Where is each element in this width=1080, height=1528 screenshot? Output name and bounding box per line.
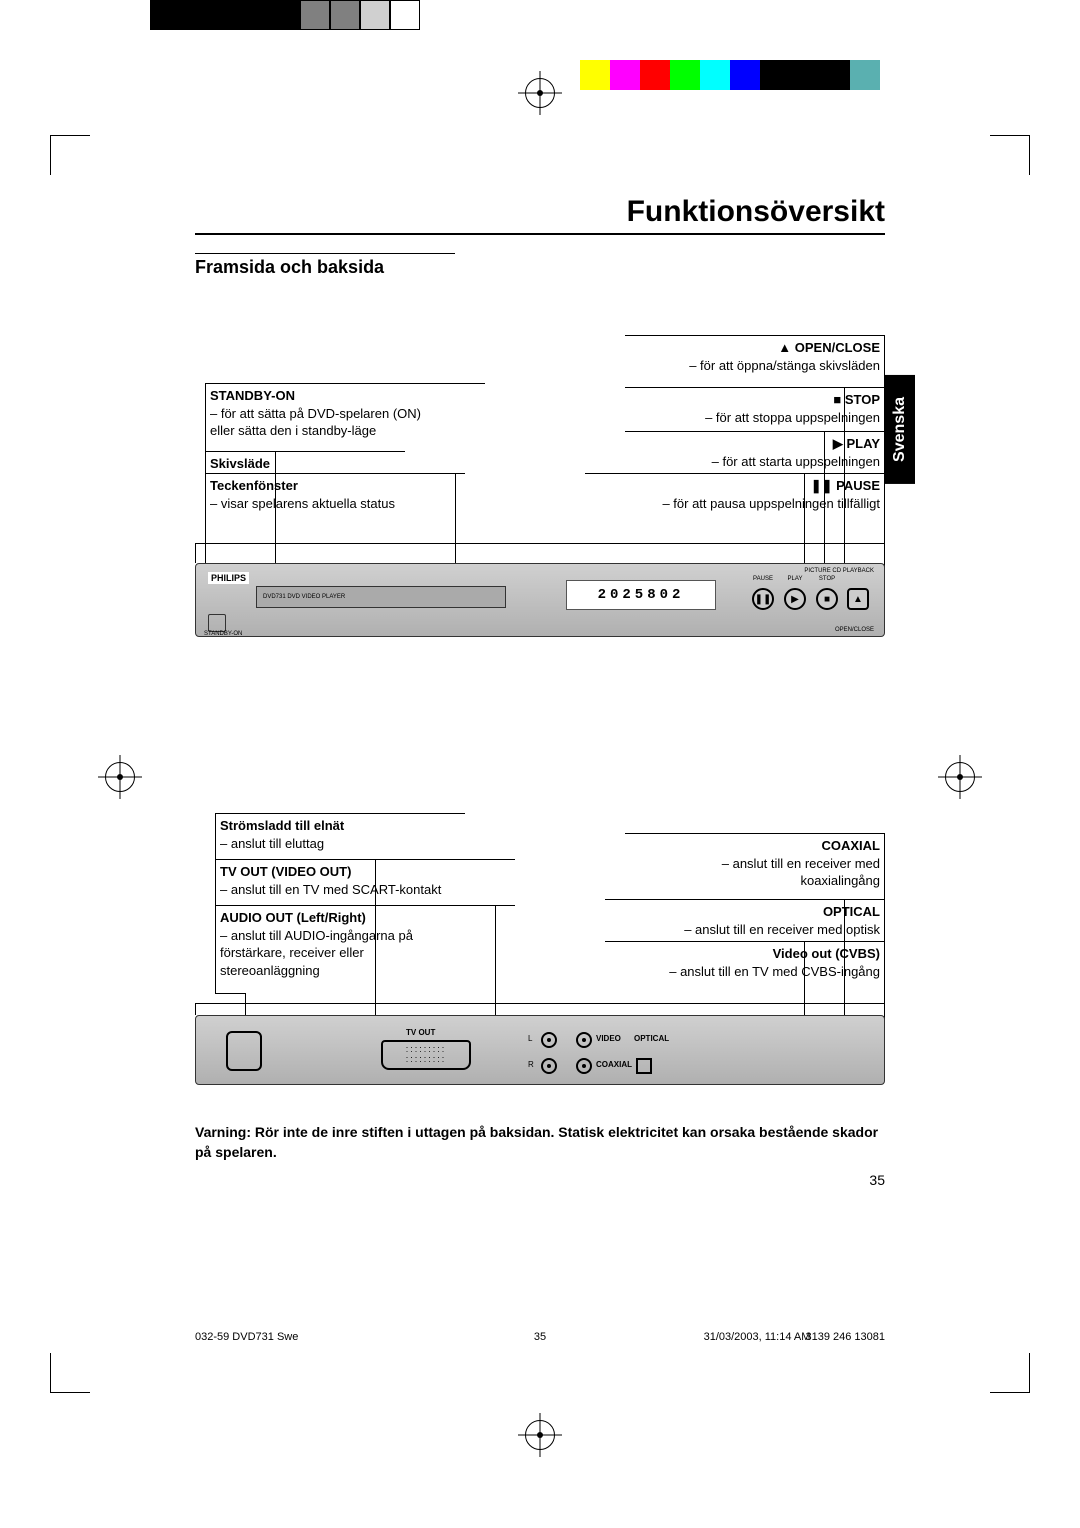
audio-l-jack [541, 1032, 557, 1048]
standby-label: STANDBY-ON [204, 631, 242, 637]
power-title: Strömsladd till elnät [220, 817, 465, 835]
tvout-desc: – anslut till en TV med SCART-kontakt [220, 881, 515, 899]
crop-mark [990, 135, 1030, 175]
footer-left: 032-59 DVD731 Swe [195, 1331, 298, 1343]
stop-title: ■ STOP [625, 391, 880, 409]
tvout-label: TV OUT [406, 1028, 435, 1037]
cvbs-d1: – anslut till en TV med CVBS-ingång [605, 963, 880, 981]
power-desc: – anslut till eluttag [220, 835, 465, 853]
pcb-label: PICTURE CD PLAYBACK [804, 568, 874, 574]
cvbs-title: Video out (CVBS) [605, 945, 880, 963]
standby-on-desc2: eller sätta den i standby-läge [210, 422, 485, 440]
video-jack [576, 1032, 592, 1048]
pause-desc: – för att pausa uppspelningen tillfällig… [585, 495, 880, 513]
section-title: Framsida och baksida [195, 253, 455, 278]
print-swatches-left [150, 0, 420, 30]
footer-mid: 35 [534, 1331, 546, 1343]
openclose-title: ▲ OPEN/CLOSE [625, 339, 880, 357]
tray-title: Skivsläde [210, 455, 405, 473]
footer-code: 3139 246 13081 [805, 1331, 885, 1343]
display-title: Teckenfönster [210, 477, 465, 495]
crop-mark [50, 1353, 90, 1393]
crop-mark [50, 135, 90, 175]
standby-on-desc1: – för att sätta på DVD-spelaren (ON) [210, 405, 485, 423]
disc-tray: DVD731 DVD VIDEO PLAYER [256, 586, 506, 608]
coaxial-label: COAXIAL [596, 1060, 632, 1069]
audioout-title: AUDIO OUT (Left/Right) [220, 909, 515, 927]
optical-d1: – anslut till en receiver med optisk [605, 921, 880, 939]
play-desc: – för att starta uppspelningen [625, 453, 880, 471]
tvout-title: TV OUT (VIDEO OUT) [220, 863, 515, 881]
stop-button[interactable]: ■STOP [816, 588, 838, 610]
audioout-d1: – anslut till AUDIO-ingångarna på [220, 927, 515, 945]
back-diagram: Strömsladd till elnät – anslut till elut… [195, 813, 885, 1093]
registration-mark [525, 78, 555, 108]
device-back-panel: :::::::::::::::::: TV OUT L R VIDEO COAX… [195, 1015, 885, 1085]
openclose-label: OPEN/CLOSE [835, 627, 874, 633]
openclose-desc: – för att öppna/stänga skivsläden [625, 357, 880, 375]
footer-date: 31/03/2003, 11:14 AM [704, 1331, 811, 1343]
crop-mark [990, 1353, 1030, 1393]
display-panel: 2025802 [566, 580, 716, 610]
registration-mark [945, 762, 975, 792]
model-text: DVD731 DVD VIDEO PLAYER [263, 594, 345, 600]
optical-jack [636, 1058, 652, 1074]
audio-r-label: R [528, 1060, 534, 1069]
play-title: ▶ PLAY [625, 435, 880, 453]
registration-mark [525, 1420, 555, 1450]
registration-mark [105, 762, 135, 792]
coaxial-jack [576, 1058, 592, 1074]
page-title: Funktionsöversikt [195, 195, 885, 235]
pause-button[interactable]: ❚❚PAUSE [752, 588, 774, 610]
display-desc: – visar spelarens aktuella status [210, 495, 465, 513]
print-swatches-right [580, 60, 880, 90]
language-tab: Svenska [885, 375, 915, 484]
page-number: 35 [195, 1172, 885, 1188]
optical-label: OPTICAL [634, 1034, 669, 1043]
power-cord [226, 1031, 262, 1071]
standby-on-title: STANDBY-ON [210, 387, 485, 405]
video-label: VIDEO [596, 1034, 621, 1043]
coaxial-title: COAXIAL [625, 837, 880, 855]
stop-desc: – för att stoppa uppspelningen [625, 409, 880, 427]
audioout-d2: förstärkare, receiver eller [220, 944, 515, 962]
optical-title: OPTICAL [605, 903, 880, 921]
standby-button[interactable] [208, 614, 226, 632]
brand-logo: PHILIPS [208, 572, 249, 584]
coaxial-d1: – anslut till en receiver med [625, 855, 880, 873]
audioout-d3: stereoanläggning [220, 962, 515, 980]
warning-text: Varning: Rör inte de inre stiften i utta… [195, 1123, 885, 1162]
coaxial-d2: koaxialingång [625, 872, 880, 890]
open-close-button[interactable]: ▲ [847, 588, 869, 610]
play-button[interactable]: ▶PLAY [784, 588, 806, 610]
scart-connector: :::::::::::::::::: [381, 1040, 471, 1070]
footer: 032-59 DVD731 Swe 35 31/03/2003, 11:14 A… [195, 1331, 885, 1343]
pause-title: ❚❚ PAUSE [585, 477, 880, 495]
audio-l-label: L [528, 1034, 532, 1043]
front-diagram: STANDBY-ON – för att sätta på DVD-spelar… [195, 313, 885, 673]
device-front-panel: PHILIPS DVD731 DVD VIDEO PLAYER STANDBY-… [195, 563, 885, 637]
audio-r-jack [541, 1058, 557, 1074]
